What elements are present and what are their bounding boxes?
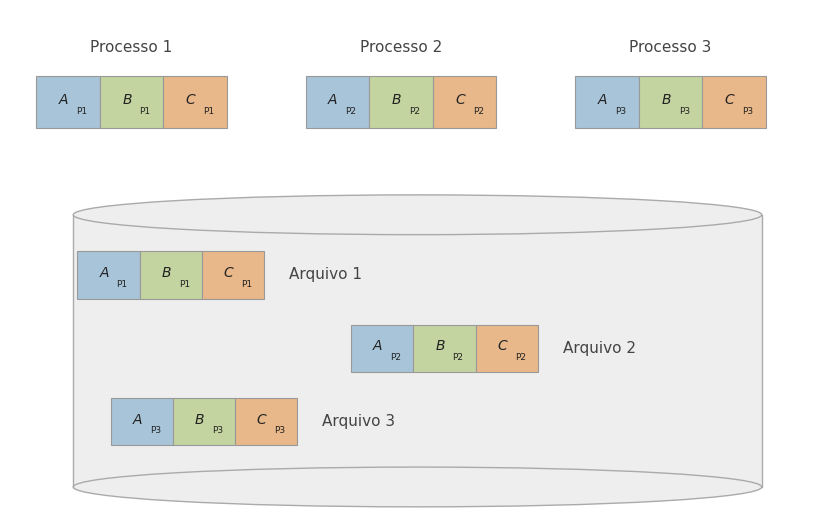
Text: A: A (58, 93, 68, 107)
Bar (173, 398, 235, 445)
Text: A: A (133, 413, 142, 427)
Bar (352, 325, 413, 372)
Text: B: B (122, 93, 132, 107)
Text: Arquivo 3: Arquivo 3 (322, 414, 395, 429)
Text: P2: P2 (390, 353, 402, 362)
Bar (575, 76, 639, 129)
Text: A: A (99, 266, 109, 280)
Ellipse shape (73, 467, 762, 507)
Bar (369, 76, 433, 129)
Text: A: A (598, 93, 607, 107)
Text: P3: P3 (742, 107, 753, 116)
Text: C: C (498, 340, 507, 353)
Text: B: B (195, 413, 205, 427)
Bar (433, 76, 496, 129)
Text: C: C (257, 413, 266, 427)
Bar (78, 251, 139, 298)
Text: P2: P2 (514, 353, 526, 362)
Text: P1: P1 (179, 280, 190, 289)
Text: P3: P3 (212, 426, 223, 435)
Text: B: B (392, 93, 401, 107)
Text: A: A (373, 340, 382, 353)
Bar (476, 325, 538, 372)
Text: C: C (455, 93, 465, 107)
Text: P2: P2 (473, 107, 483, 116)
Text: P2: P2 (346, 107, 357, 116)
Text: A: A (328, 93, 337, 107)
Ellipse shape (73, 195, 762, 235)
Bar (202, 251, 264, 298)
Bar (110, 398, 173, 445)
Text: P1: P1 (241, 280, 252, 289)
Text: Arquivo 1: Arquivo 1 (289, 268, 362, 282)
Text: C: C (224, 266, 234, 280)
Text: P2: P2 (453, 353, 463, 362)
Polygon shape (73, 215, 762, 487)
Text: P1: P1 (203, 107, 215, 116)
Text: P3: P3 (679, 107, 690, 116)
Text: C: C (725, 93, 735, 107)
Text: B: B (435, 340, 445, 353)
Bar (702, 76, 766, 129)
Text: P1: P1 (117, 280, 128, 289)
Text: P1: P1 (76, 107, 87, 116)
Text: P1: P1 (139, 107, 151, 116)
Text: Arquivo 2: Arquivo 2 (563, 341, 635, 355)
Text: P3: P3 (149, 426, 161, 435)
Text: P3: P3 (274, 426, 286, 435)
Text: B: B (162, 266, 171, 280)
Bar (639, 76, 702, 129)
Text: P3: P3 (615, 107, 626, 116)
Bar (99, 76, 163, 129)
Bar (36, 76, 99, 129)
Text: Processo 2: Processo 2 (360, 40, 442, 55)
Text: Processo 3: Processo 3 (630, 40, 711, 55)
Bar (306, 76, 369, 129)
Bar (235, 398, 297, 445)
Text: C: C (185, 93, 195, 107)
Text: Processo 1: Processo 1 (90, 40, 173, 55)
Text: B: B (661, 93, 671, 107)
Bar (139, 251, 202, 298)
Bar (413, 325, 476, 372)
Bar (163, 76, 227, 129)
Text: P2: P2 (409, 107, 420, 116)
